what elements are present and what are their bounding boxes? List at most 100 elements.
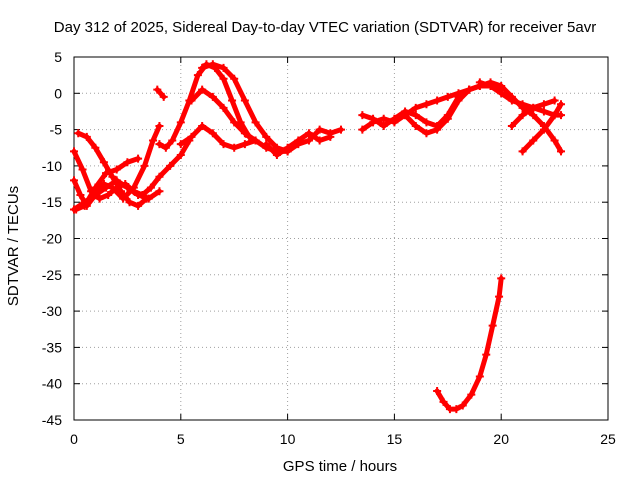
data-point [70,205,78,214]
y-tick-label: -30 [42,303,62,319]
series-trail [154,87,167,100]
data-point [155,140,164,149]
x-axis-label: GPS time / hours [283,458,397,475]
data-point [433,386,442,395]
data-point [433,125,442,134]
data-point [219,63,228,72]
y-tick-label: -15 [42,194,62,210]
data-point [443,92,452,101]
data-point [283,143,292,152]
data-point [166,161,175,170]
data-point [76,190,85,199]
data-point [467,390,476,399]
series-track-k [262,129,335,160]
data-point [550,136,559,145]
series-trail [402,79,564,154]
y-tick-label: -10 [42,158,62,174]
data-point [486,82,495,91]
data-point [240,129,249,138]
data-point [422,118,431,127]
data-point [315,125,324,134]
data-point [337,125,345,134]
data-point [539,100,548,109]
series-track-n [401,78,566,156]
y-tick-label: 5 [54,49,62,65]
data-point [272,151,281,160]
data-point [251,118,260,127]
data-point [358,125,367,134]
data-point [379,114,388,123]
data-point [198,121,207,130]
data-point [529,111,538,120]
y-tick-label: 0 [54,85,62,101]
data-point [518,100,527,109]
data-point [422,100,431,109]
data-point [144,194,153,203]
data-point [91,183,100,192]
data-point [176,118,185,127]
series-track-r [433,274,506,414]
data-point [228,96,237,105]
data-point [187,96,196,105]
data-point [507,96,516,105]
data-point [80,198,89,207]
series-trail [434,275,504,412]
data-point [272,143,281,152]
data-point [70,147,78,156]
data-point [82,132,91,141]
data-point [550,111,559,120]
x-tick-label: 15 [387,431,403,447]
data-point [230,143,239,152]
x-tick-label: 10 [280,431,296,447]
data-point [422,129,431,138]
series-track-j [198,60,345,156]
data-point [193,71,202,80]
data-point [91,143,100,152]
data-point [134,201,143,210]
series-trail [199,61,344,154]
data-point [379,121,388,130]
data-point [529,103,538,112]
data-point [161,143,170,152]
chart-title: Day 312 of 2025, Sidereal Day-to-day VTE… [54,19,596,36]
y-axis-label: SDTVAR / TECUs [5,186,22,306]
data-series [70,60,566,414]
data-point [262,140,271,149]
data-point [125,198,134,207]
data-point [219,103,228,112]
data-point [176,151,185,160]
data-point [208,60,217,69]
data-point [230,74,239,83]
data-point [155,187,164,196]
data-point [518,111,527,120]
data-point [411,103,420,112]
data-point [155,172,164,181]
data-point [104,190,113,199]
data-point [240,96,249,105]
x-tick-label: 0 [70,431,78,447]
data-point [70,176,78,185]
data-point [168,136,177,145]
data-point [369,114,378,123]
data-point [208,129,217,138]
data-point [99,158,108,167]
data-point [475,78,484,87]
data-point [458,401,467,410]
data-point [411,121,420,130]
data-point [443,114,452,123]
data-point [134,154,143,163]
x-tick-label: 20 [493,431,509,447]
data-point [557,100,566,109]
data-point [146,183,155,192]
y-tick-label: -45 [42,412,62,428]
data-point [176,140,185,149]
data-point [198,63,207,72]
data-point [112,165,121,174]
data-point [219,140,228,149]
data-point [153,85,162,94]
data-point [240,140,249,149]
data-point [116,187,125,196]
series-track-d [74,129,151,210]
data-point [251,136,260,145]
data-point [102,183,111,192]
